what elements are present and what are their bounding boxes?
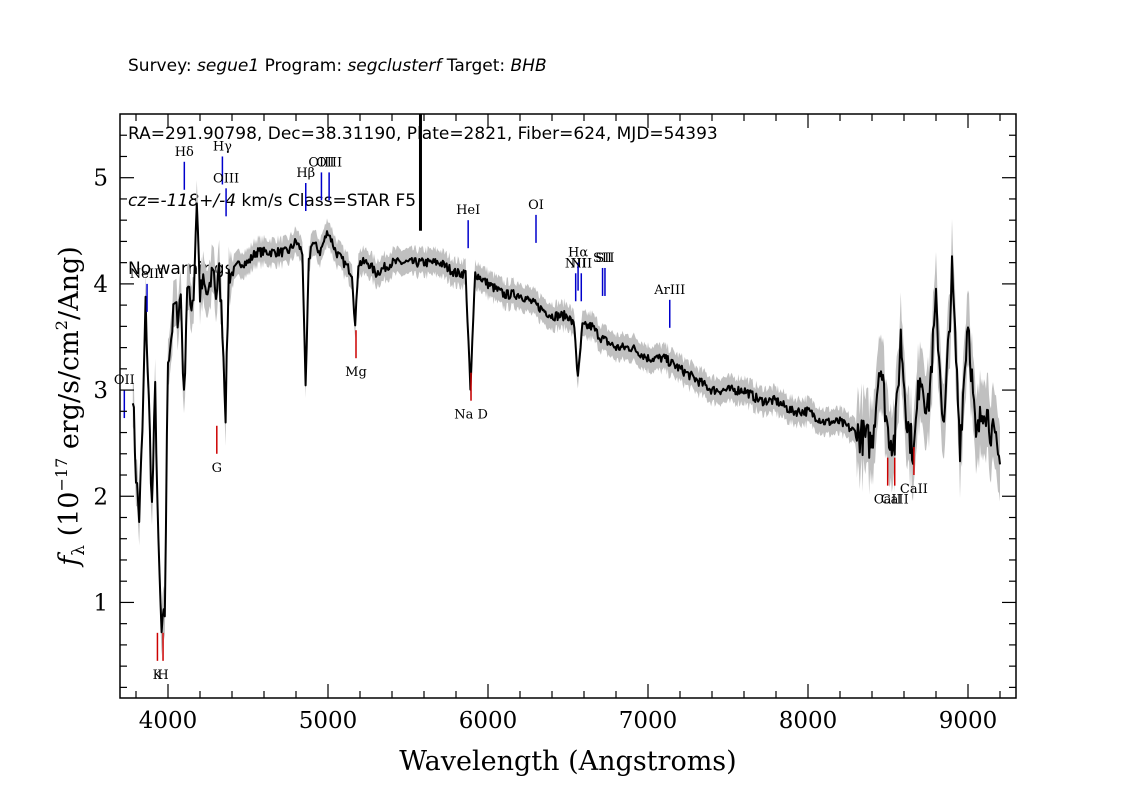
x-tick-label: 4000 bbox=[139, 708, 198, 734]
survey-value: segue1 bbox=[197, 56, 260, 76]
survey-label: Survey: bbox=[128, 56, 198, 76]
emission-line-label: SII bbox=[595, 251, 614, 266]
emission-line-label: OIII bbox=[213, 171, 239, 186]
plot-frame bbox=[119, 113, 1017, 699]
error-band-layer bbox=[132, 180, 1001, 656]
emission-line-label: OII bbox=[114, 373, 135, 388]
target-label: Target: bbox=[441, 56, 511, 76]
program-value: segclusterf bbox=[347, 56, 442, 76]
x-tick-label: 7000 bbox=[619, 708, 678, 734]
emission-line-label: OIII bbox=[316, 155, 342, 170]
y-tick-label: 2 bbox=[93, 484, 108, 510]
emission-line-label: OI bbox=[528, 198, 544, 213]
y-tick-label: 3 bbox=[93, 378, 108, 404]
absorption-line-label: H bbox=[157, 668, 168, 683]
emission-line-label: NII bbox=[565, 256, 587, 271]
target-value: BHB bbox=[510, 56, 547, 76]
absorption-line-label: G bbox=[212, 461, 222, 476]
y-tick-label: 4 bbox=[93, 272, 108, 298]
absorption-line-label: Na D bbox=[454, 408, 488, 423]
x-tick-label: 5000 bbox=[299, 708, 358, 734]
x-tick-label: 6000 bbox=[459, 708, 518, 734]
program-label: Program: bbox=[259, 56, 348, 76]
class-text: km/s Class=STAR F5 bbox=[236, 191, 417, 211]
x-axis-title: Wavelength (Angstroms) bbox=[399, 746, 736, 777]
y-axis-title: fλ (10−17 erg/s/cm2/Ang) bbox=[52, 246, 89, 568]
emission-line-label: SII bbox=[593, 251, 612, 266]
emission-line-label: OIII bbox=[308, 155, 334, 170]
axis-ticks: 4000 5000 6000 7000 8000 9000 1 2 3 4 5 bbox=[93, 114, 1016, 734]
absorption-line-label: CaII bbox=[900, 482, 928, 497]
emission-line-label: Hγ bbox=[213, 139, 232, 154]
cz-value: cz=-118+/-4 bbox=[128, 191, 237, 211]
spectrum-header: Survey: segue1 Program: segclusterf Targ… bbox=[128, 10, 718, 303]
header-line-survey: Survey: segue1 Program: segclusterf Targ… bbox=[128, 55, 718, 78]
series-layer bbox=[131, 114, 1001, 634]
header-line-coords: RA=291.90798, Dec=38.31190, Plate=2821, … bbox=[128, 123, 718, 144]
absorption-line-label: CaII bbox=[881, 493, 909, 508]
emission-line-label: Hβ bbox=[296, 166, 315, 181]
absorption-line-label: K bbox=[153, 668, 163, 683]
x-tick-label: 8000 bbox=[779, 708, 838, 734]
emission-line-label: Hδ bbox=[175, 145, 194, 160]
header-line-redshift: cz=-118+/-4 km/s Class=STAR F5 bbox=[128, 190, 718, 213]
absorption-line-label: Mg bbox=[345, 365, 367, 380]
emission-line-label: HeI bbox=[456, 203, 480, 218]
y-tick-label: 1 bbox=[93, 590, 108, 616]
emission-line-label: NII bbox=[570, 256, 592, 271]
error-band bbox=[132, 180, 1001, 656]
spectrum-line bbox=[131, 202, 1001, 634]
y-tick-label: 5 bbox=[93, 166, 108, 192]
emission-line-label: ArIII bbox=[653, 283, 685, 298]
emission-line-label: Hα bbox=[568, 246, 588, 261]
x-tick-label: 9000 bbox=[939, 708, 998, 734]
absorption-line-label: CaII bbox=[874, 493, 902, 508]
emission-line-label: NeIII bbox=[130, 267, 164, 282]
